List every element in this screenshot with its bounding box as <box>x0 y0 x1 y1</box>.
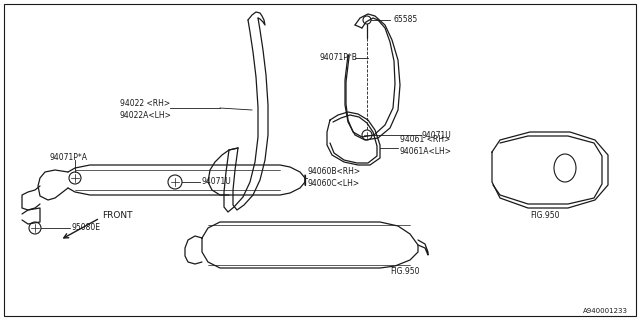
Text: FRONT: FRONT <box>102 211 132 220</box>
Text: 94061 <RH>: 94061 <RH> <box>400 135 451 145</box>
Text: 94071P*B: 94071P*B <box>320 53 358 62</box>
Text: 94061A<LH>: 94061A<LH> <box>400 147 452 156</box>
Text: A940001233: A940001233 <box>583 308 628 314</box>
Text: 94022 <RH>: 94022 <RH> <box>120 100 170 108</box>
Text: 94071U: 94071U <box>422 131 452 140</box>
Text: 94022A<LH>: 94022A<LH> <box>120 110 172 119</box>
Text: 94060B<RH>: 94060B<RH> <box>308 167 361 177</box>
Text: 95080E: 95080E <box>72 223 101 233</box>
Text: FIG.950: FIG.950 <box>390 268 419 276</box>
Text: FIG.950: FIG.950 <box>530 211 559 220</box>
Text: 65585: 65585 <box>393 15 417 25</box>
Text: 94060C<LH>: 94060C<LH> <box>308 179 360 188</box>
Text: 94071U: 94071U <box>202 178 232 187</box>
Text: 94071P*A: 94071P*A <box>50 154 88 163</box>
